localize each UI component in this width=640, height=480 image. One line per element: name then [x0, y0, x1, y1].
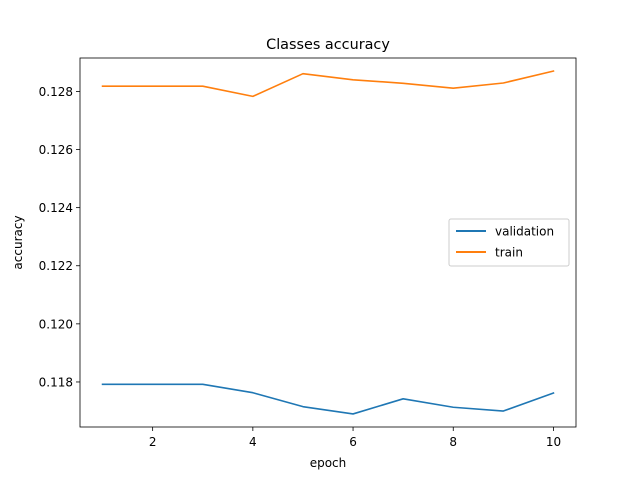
y-tick-label: 0.124: [39, 201, 73, 215]
y-tick-label: 0.118: [39, 375, 73, 389]
series-line-train: [101, 70, 555, 98]
x-axis-label: epoch: [310, 456, 347, 470]
y-tick-label: 0.122: [39, 259, 73, 273]
legend-label-train: train: [495, 246, 523, 260]
plot-frame: [79, 57, 577, 428]
x-tick-label: 4: [249, 435, 257, 449]
series-line-validation: [101, 383, 555, 415]
x-tick-label: 2: [149, 435, 157, 449]
x-axis: 2 4 6 8 10: [149, 427, 561, 449]
chart-title: Classes accuracy: [266, 37, 390, 53]
y-tick-label: 0.128: [39, 85, 73, 99]
y-tick-label: 0.126: [39, 143, 73, 157]
x-tick-label: 8: [449, 435, 457, 449]
series-layer: [101, 70, 555, 415]
legend: validation train: [448, 218, 570, 267]
x-tick-label: 6: [349, 435, 357, 449]
x-tick-label: 10: [546, 435, 561, 449]
y-tick-label: 0.120: [39, 317, 73, 331]
y-axis: 0.118 0.120 0.122 0.124 0.126 0.128: [39, 85, 80, 389]
y-axis-label: accuracy: [11, 215, 25, 269]
legend-label-validation: validation: [495, 225, 554, 239]
